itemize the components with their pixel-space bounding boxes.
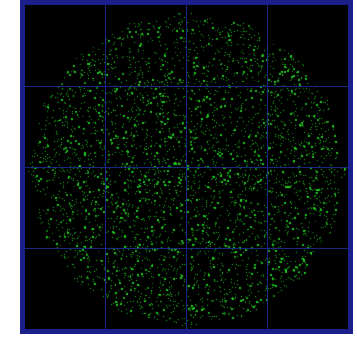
constellation-display — [25, 5, 348, 329]
grid-line-horizontal — [25, 86, 348, 87]
grid-line-horizontal — [25, 167, 348, 168]
grid-line-horizontal — [25, 248, 348, 249]
